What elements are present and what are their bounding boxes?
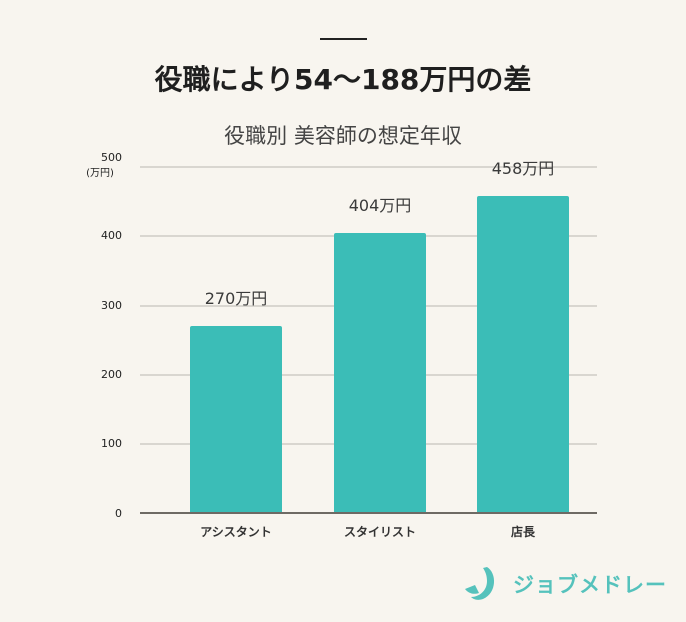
y-tick-0: 0: [115, 507, 122, 520]
bar-manager: [477, 196, 569, 513]
brand-name: ジョブメドレー: [513, 573, 667, 597]
y-tick-200: 200: [101, 368, 122, 381]
value-label-assistant: 270万円: [204, 289, 268, 308]
y-tick-100: 100: [101, 437, 122, 450]
gridline-500: [140, 166, 597, 168]
x-axis-baseline: [140, 512, 597, 514]
y-axis-unit: (万円): [86, 168, 114, 179]
y-tick-300: 300: [101, 299, 122, 312]
chart-title: 役職別 美容師の想定年収: [224, 124, 462, 148]
bar-assistant: [190, 326, 282, 513]
y-tick-500: 500: [101, 151, 122, 164]
value-label-stylist: 404万円: [348, 196, 412, 215]
value-label-manager: 458万円: [491, 159, 555, 178]
x-label-stylist: スタイリスト: [343, 525, 416, 539]
x-label-assistant: アシスタント: [200, 525, 272, 539]
x-label-manager: 店長: [510, 525, 535, 539]
headline: 役職により54～188万円の差: [154, 63, 532, 96]
y-tick-400: 400: [101, 229, 122, 242]
brand-logo: ジョブメドレー: [463, 565, 667, 603]
brand-mark-icon: [465, 567, 495, 600]
top-rule-divider: [320, 38, 367, 40]
bar-stylist: [334, 233, 426, 513]
